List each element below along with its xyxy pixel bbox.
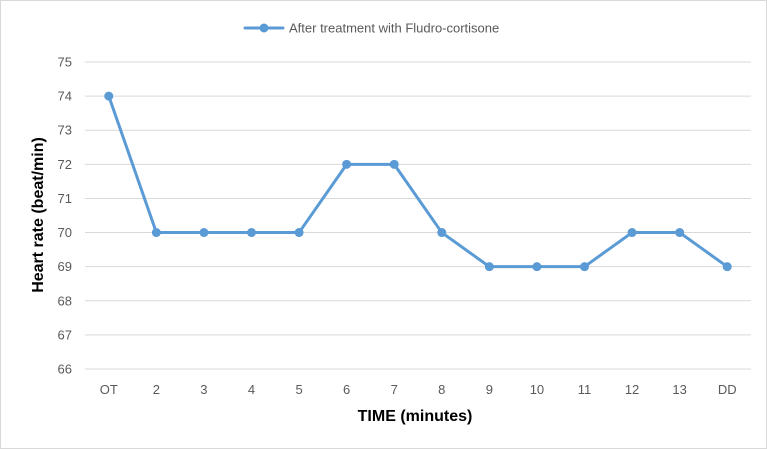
data-point (247, 228, 256, 238)
legend-series-label: After treatment with Fludro-cortisone (289, 21, 499, 36)
x-tick-labels: OT 2 3 4 5 6 7 8 9 10 11 12 13 DD (100, 382, 737, 397)
data-point (199, 228, 209, 238)
legend-swatch-marker (259, 23, 269, 33)
x-tick-label: DD (718, 382, 737, 397)
data-point (342, 159, 352, 169)
x-tick-label: 11 (578, 382, 592, 397)
y-tick-label: 74 (58, 89, 72, 104)
data-point (294, 228, 304, 238)
data-point (722, 262, 732, 272)
data-point (104, 91, 114, 101)
data-point (389, 159, 399, 169)
x-tick-label: 8 (438, 382, 445, 397)
y-tick-label: 68 (58, 293, 72, 308)
x-tick-label: OT (100, 382, 118, 397)
y-tick-label: 70 (58, 225, 72, 240)
data-point (627, 228, 637, 238)
y-tick-label: 72 (58, 157, 72, 172)
gridlines (85, 61, 751, 370)
data-point (675, 228, 685, 238)
series-layer (104, 91, 732, 272)
x-tick-label: 7 (391, 382, 398, 397)
data-point (484, 262, 494, 272)
x-tick-label: 4 (248, 382, 255, 397)
x-tick-label: 13 (672, 382, 686, 397)
y-tick-label: 66 (58, 362, 72, 377)
y-tick-labels: 66 67 68 69 70 71 72 73 74 75 (58, 55, 72, 377)
y-tick-label: 69 (58, 259, 72, 274)
data-point (532, 262, 542, 272)
y-tick-label: 75 (58, 55, 72, 70)
x-tick-label: 3 (200, 382, 207, 397)
x-tick-label: 10 (530, 382, 544, 397)
data-point (437, 228, 447, 238)
data-point (151, 228, 161, 238)
x-tick-label: 5 (295, 382, 302, 397)
y-tick-label: 73 (58, 123, 72, 138)
legend: After treatment with Fludro-cortisone (243, 21, 499, 36)
x-tick-label: 2 (153, 382, 160, 397)
y-axis-title: Heart rate (beat/min) (30, 137, 47, 293)
y-tick-label: 67 (58, 327, 72, 342)
x-axis-title: TIME (minutes) (358, 408, 473, 425)
x-tick-label: 9 (486, 382, 493, 397)
x-tick-label: 6 (343, 382, 350, 397)
data-point (580, 262, 589, 272)
y-tick-label: 71 (58, 191, 72, 206)
series-line (107, 94, 729, 269)
x-tick-label: 12 (625, 382, 639, 397)
